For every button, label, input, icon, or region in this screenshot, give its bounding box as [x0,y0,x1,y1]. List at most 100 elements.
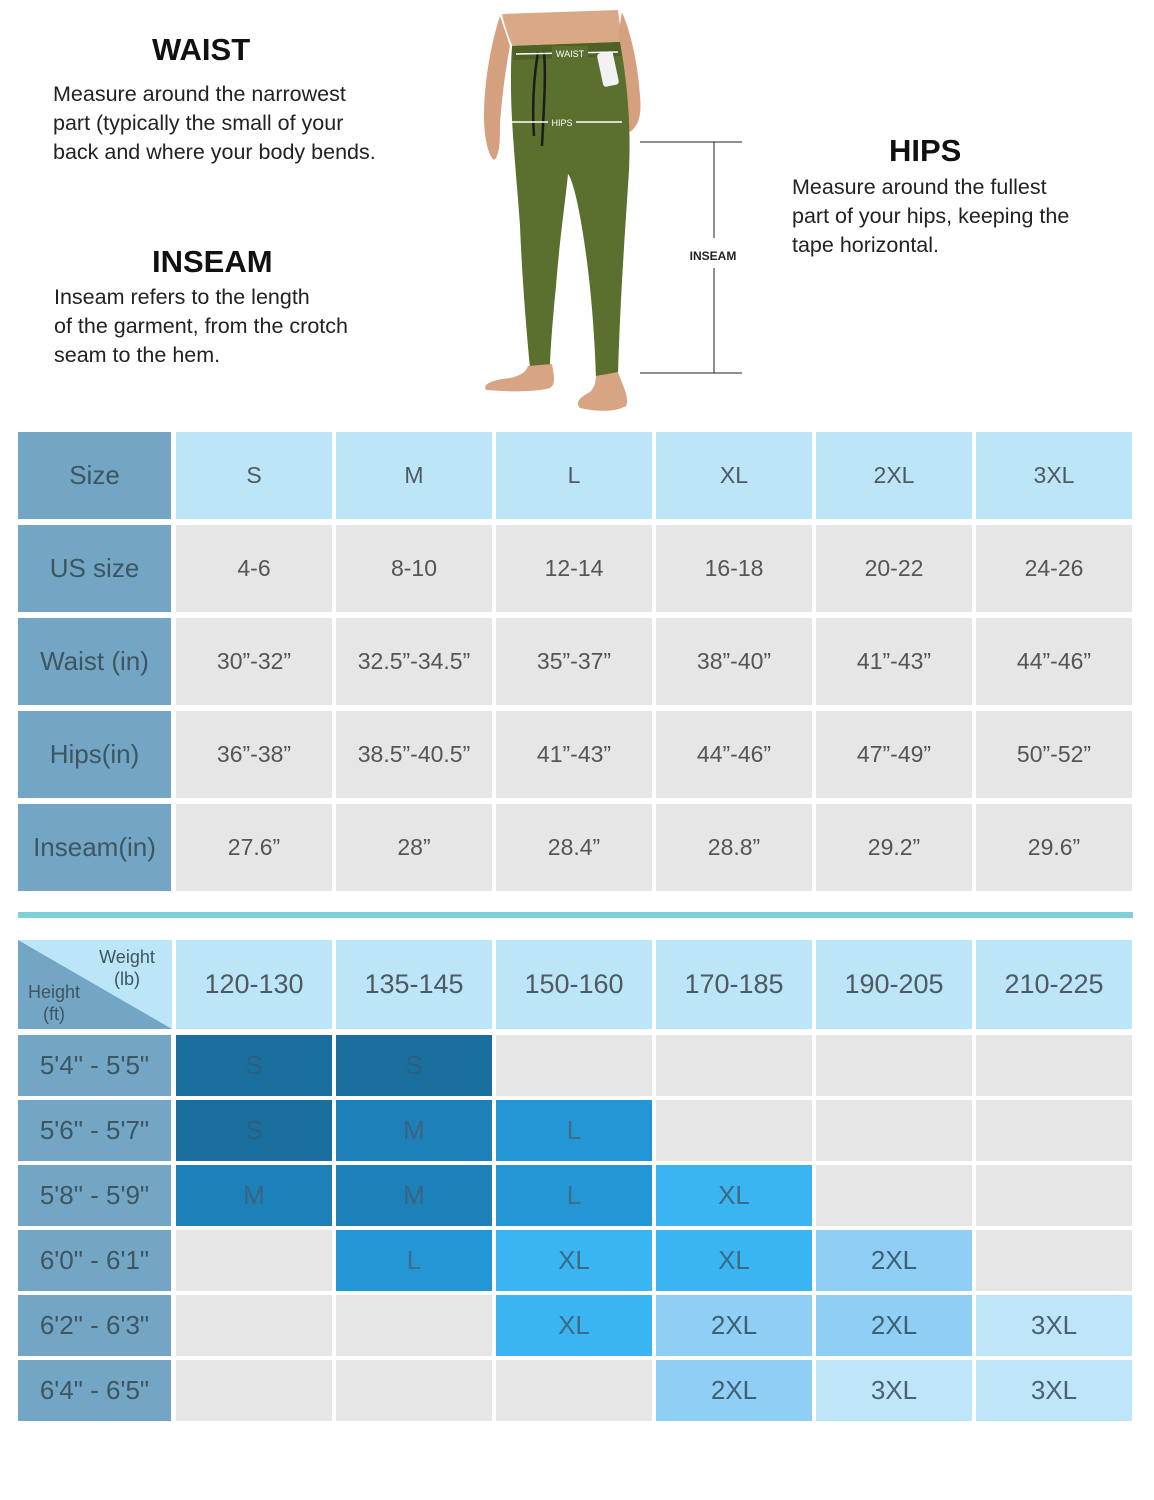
recommended-size-cell: S [336,1035,492,1096]
size-column-header: S [176,432,332,519]
height-row-header: 5'8" - 5'9" [18,1165,171,1226]
weight-column-header: 150-160 [496,940,652,1029]
weight-column-header: 210-225 [976,940,1132,1029]
measurement-value-cell: 8-10 [336,525,492,612]
size-column-header: M [336,432,492,519]
recommended-size-cell: M [176,1165,332,1226]
inseam-description-line: seam to the hem. [54,343,221,367]
measurement-value-cell: 32.5”-34.5” [336,618,492,705]
recommended-size-cell: 2XL [816,1230,972,1291]
waist-label-background [552,46,588,60]
empty-size-cell [496,1035,652,1096]
height-row-header: 6'2" - 6'3" [18,1295,171,1356]
empty-size-cell [976,1035,1132,1096]
height-row-header: 6'0" - 6'1" [18,1230,171,1291]
inseam-heading: INSEAM [152,244,273,279]
empty-size-cell [656,1100,812,1161]
weight-label: Weight [99,947,155,967]
measurement-value-cell: 50”-52” [976,711,1132,798]
waist-description-line: part (typically the small of your [53,111,344,135]
height-row-header: 5'6" - 5'7" [18,1100,171,1161]
measurement-value-cell: 38”-40” [656,618,812,705]
weight-column-header: 190-205 [816,940,972,1029]
recommended-size-cell: 2XL [656,1295,812,1356]
waist-heading: WAIST [152,32,251,67]
recommended-size-cell: 2XL [816,1295,972,1356]
measurement-value-cell: 30”-32” [176,618,332,705]
recommended-size-cell: M [336,1165,492,1226]
inseam-description-line: Inseam refers to the length [54,285,310,309]
measurement-value-cell: 44”-46” [656,711,812,798]
recommended-size-cell: 3XL [816,1360,972,1421]
measurement-value-cell: 20-22 [816,525,972,612]
left-foot-shape [485,364,554,392]
waist-figure-label: WAIST [556,49,585,59]
height-label: Height [27,982,81,1002]
measurement-value-cell: 28.4” [496,804,652,891]
inseam-description-line: of the garment, from the crotch [54,314,348,338]
waist-description-line: back and where your body bends. [53,140,376,164]
inseam-figure-label: INSEAM [690,249,737,263]
hips-description-line: Measure around the fullest [792,175,1047,199]
empty-size-cell [176,1230,332,1291]
recommended-size-cell: XL [656,1230,812,1291]
measurement-value-cell: 12-14 [496,525,652,612]
measurement-value-cell: 24-26 [976,525,1132,612]
weight-unit-label: (lb) [114,969,140,989]
leggings-shape [510,42,630,378]
recommended-size-cell: 2XL [656,1360,812,1421]
size-column-header: 3XL [976,432,1132,519]
inseam-description: Inseam refers to the length of the garme… [54,283,348,370]
recommended-size-cell: XL [496,1295,652,1356]
measurement-value-cell: 47”-49” [816,711,972,798]
recommended-size-cell: XL [656,1165,812,1226]
leggings-model-illustration: WAIST HIPS INSEAM [484,10,742,411]
empty-size-cell [336,1295,492,1356]
section-divider [18,912,1133,918]
recommended-size-cell: XL [496,1230,652,1291]
height-unit-label: (ft) [43,1004,65,1024]
measurement-value-cell: 4-6 [176,525,332,612]
left-arm-shape [484,16,510,160]
recommended-size-cell: 3XL [976,1360,1132,1421]
empty-size-cell [976,1165,1132,1226]
measurement-row-header: Hips(in) [18,711,171,798]
measurement-value-cell: 36”-38” [176,711,332,798]
corner-height-label: Height (ft) [22,981,86,1025]
height-weight-corner-cell [18,940,172,1029]
corner-weight-label: Weight (lb) [92,946,162,990]
torso-shape [502,10,621,50]
hips-heading: HIPS [889,133,962,168]
weight-column-header: 120-130 [176,940,332,1029]
measurement-value-cell: 41”-43” [816,618,972,705]
empty-size-cell [336,1360,492,1421]
empty-size-cell [496,1360,652,1421]
size-column-header: XL [656,432,812,519]
recommended-size-cell: L [496,1165,652,1226]
size-column-header: 2XL [816,432,972,519]
phone-shape [597,51,619,87]
weight-column-header: 135-145 [336,940,492,1029]
right-foot-shape [577,372,628,411]
recommended-size-cell: S [176,1035,332,1096]
right-arm-shape [618,12,641,132]
recommended-size-cell: 3XL [976,1295,1132,1356]
hips-figure-label: HIPS [551,118,572,128]
empty-size-cell [976,1100,1132,1161]
measurement-value-cell: 28” [336,804,492,891]
recommended-size-cell: S [176,1100,332,1161]
measurement-value-cell: 16-18 [656,525,812,612]
measurement-value-cell: 29.2” [816,804,972,891]
height-row-header: 6'4" - 6'5" [18,1360,171,1421]
measurement-value-cell: 29.6” [976,804,1132,891]
measurement-value-cell: 28.8” [656,804,812,891]
empty-size-cell [656,1035,812,1096]
hips-label-background [548,115,576,129]
empty-size-cell [976,1230,1132,1291]
measurement-value-cell: 35”-37” [496,618,652,705]
hips-description: Measure around the fullest part of your … [792,173,1069,260]
height-row-header: 5'4" - 5'5" [18,1035,171,1096]
measurement-row-header: Waist (in) [18,618,171,705]
hips-description-line: part of your hips, keeping the [792,204,1070,228]
measurement-row-header: US size [18,525,171,612]
